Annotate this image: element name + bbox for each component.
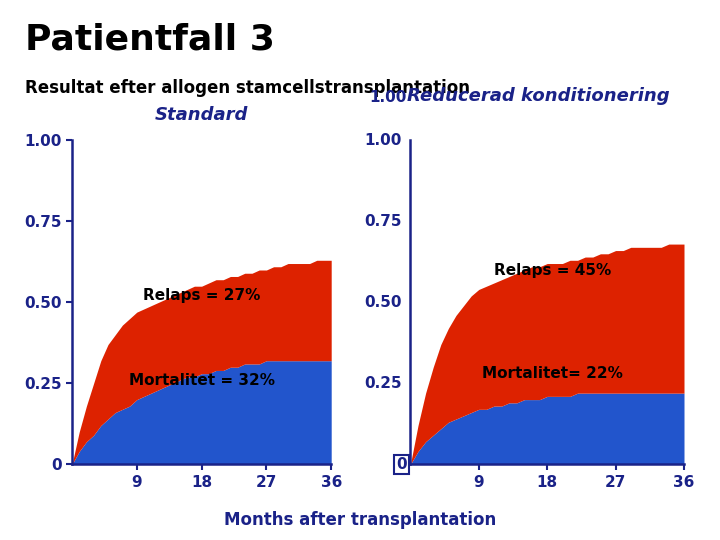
Text: Relaps = 45%: Relaps = 45% bbox=[494, 262, 611, 278]
Text: Relaps = 27%: Relaps = 27% bbox=[143, 288, 261, 303]
Text: 1.00: 1.00 bbox=[364, 133, 402, 148]
Text: Months after transplantation: Months after transplantation bbox=[224, 511, 496, 529]
Text: Reducerad konditionering: Reducerad konditionering bbox=[407, 87, 670, 105]
Text: 0.50: 0.50 bbox=[364, 295, 402, 310]
Text: Mortalitet= 22%: Mortalitet= 22% bbox=[482, 366, 623, 381]
Text: 0.75: 0.75 bbox=[364, 214, 402, 229]
Text: Standard: Standard bbox=[155, 106, 248, 124]
Text: 0.25: 0.25 bbox=[364, 376, 402, 391]
Text: Patientfall 3: Patientfall 3 bbox=[25, 23, 275, 57]
Text: Resultat efter allogen stamcellstransplantation: Resultat efter allogen stamcellstranspla… bbox=[25, 79, 470, 97]
Text: 0: 0 bbox=[396, 457, 407, 472]
Text: Mortalitet = 32%: Mortalitet = 32% bbox=[129, 373, 274, 388]
Text: 1.00: 1.00 bbox=[369, 90, 407, 105]
